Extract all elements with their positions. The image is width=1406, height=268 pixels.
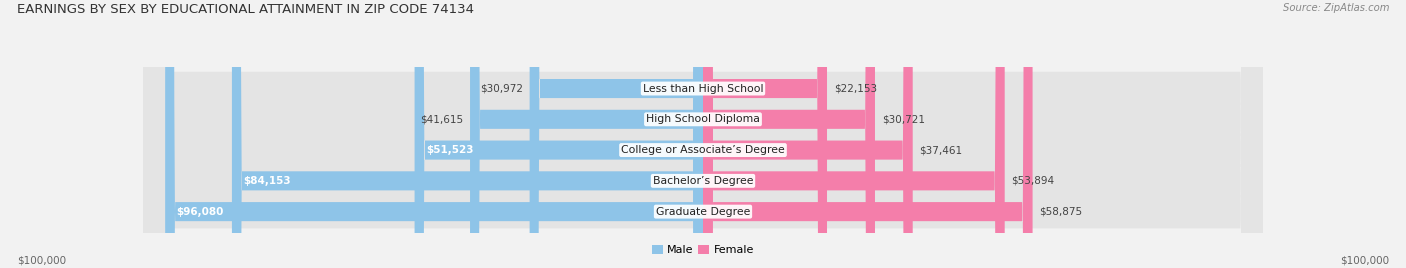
FancyBboxPatch shape [530,0,703,268]
Text: Graduate Degree: Graduate Degree [655,207,751,217]
FancyBboxPatch shape [703,0,827,268]
FancyBboxPatch shape [143,0,1263,268]
FancyBboxPatch shape [415,0,703,268]
Text: Less than High School: Less than High School [643,84,763,94]
Text: $41,615: $41,615 [420,114,464,124]
FancyBboxPatch shape [470,0,703,268]
Text: $30,972: $30,972 [479,84,523,94]
FancyBboxPatch shape [703,0,912,268]
FancyBboxPatch shape [703,0,1032,268]
Text: $96,080: $96,080 [176,207,224,217]
FancyBboxPatch shape [232,0,703,268]
Text: EARNINGS BY SEX BY EDUCATIONAL ATTAINMENT IN ZIP CODE 74134: EARNINGS BY SEX BY EDUCATIONAL ATTAINMEN… [17,3,474,16]
FancyBboxPatch shape [143,0,1263,268]
Legend: Male, Female: Male, Female [647,241,759,260]
Text: $22,153: $22,153 [834,84,877,94]
FancyBboxPatch shape [703,0,875,268]
Text: Source: ZipAtlas.com: Source: ZipAtlas.com [1282,3,1389,13]
Text: $51,523: $51,523 [426,145,474,155]
Text: High School Diploma: High School Diploma [647,114,759,124]
Text: $100,000: $100,000 [1340,255,1389,265]
Text: $30,721: $30,721 [882,114,925,124]
FancyBboxPatch shape [143,0,1263,268]
Text: $53,894: $53,894 [1011,176,1054,186]
FancyBboxPatch shape [143,0,1263,268]
Text: $37,461: $37,461 [920,145,963,155]
FancyBboxPatch shape [703,0,1005,268]
Text: Bachelor’s Degree: Bachelor’s Degree [652,176,754,186]
FancyBboxPatch shape [165,0,703,268]
Text: $58,875: $58,875 [1039,207,1083,217]
Text: College or Associate’s Degree: College or Associate’s Degree [621,145,785,155]
Text: $84,153: $84,153 [243,176,291,186]
FancyBboxPatch shape [143,0,1263,268]
Text: $100,000: $100,000 [17,255,66,265]
